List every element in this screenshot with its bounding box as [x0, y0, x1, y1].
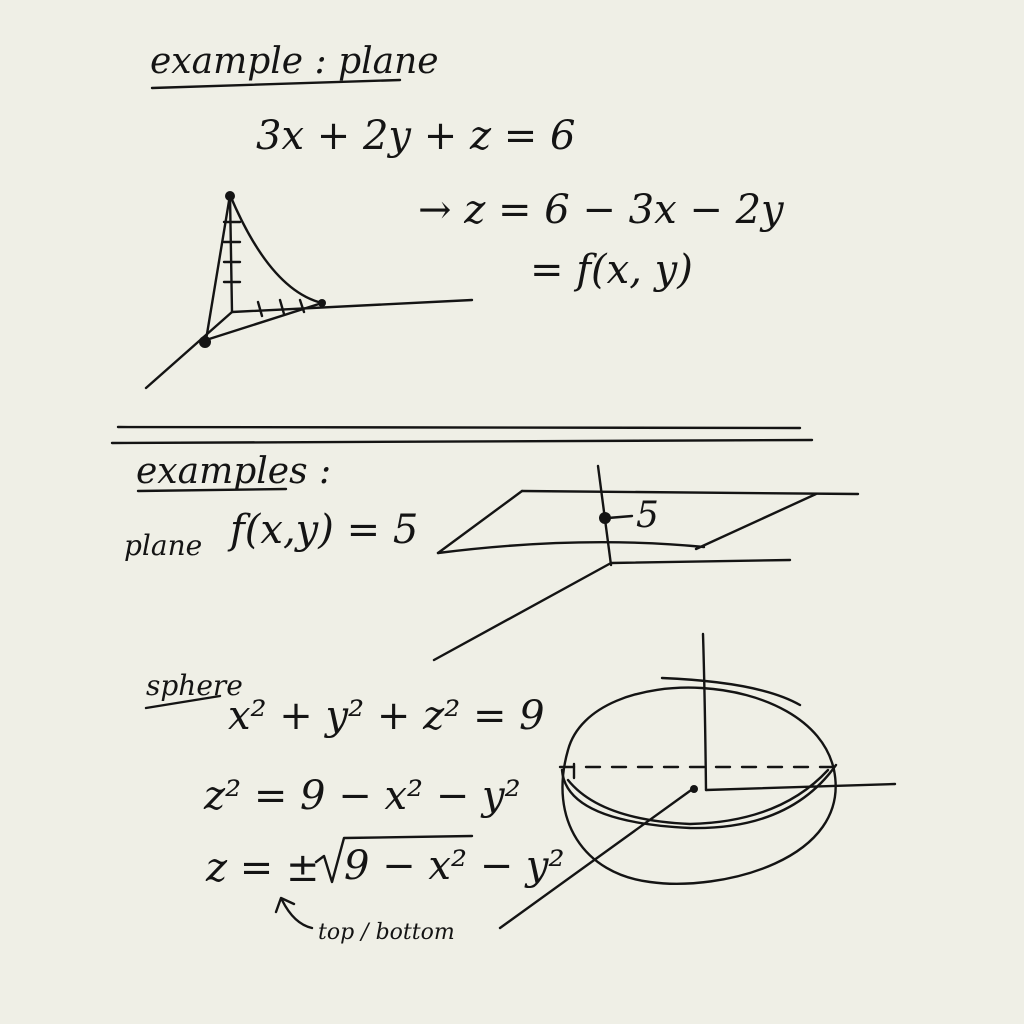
trace-xy	[204, 301, 324, 342]
plane-right-edge	[694, 492, 818, 551]
heading-underline	[150, 78, 402, 90]
z-axis	[228, 193, 234, 314]
x-axis-sphere	[498, 786, 696, 930]
center-point	[690, 785, 698, 793]
examples-underline	[136, 487, 288, 493]
y-ticks	[256, 298, 306, 318]
x-axis	[144, 310, 234, 390]
z-squared-equation: z² = 9 − x² − y²	[204, 773, 521, 819]
height-point	[599, 512, 611, 524]
intercept-plane-sketch	[144, 191, 474, 390]
constant-function: f(x,y) = 5	[230, 507, 419, 553]
function-form: = f(x, y)	[530, 247, 693, 293]
sphere-top-arc	[660, 676, 802, 707]
sphere-equation: x² + y² + z² = 9	[228, 693, 545, 739]
y-axis-sphere	[704, 782, 897, 792]
top-bottom-note: top / bottom	[318, 920, 455, 945]
x-axis-plane	[432, 561, 613, 662]
horizontal-plane-sketch	[432, 464, 860, 662]
y-axis-plane	[609, 558, 792, 565]
plane-left-edge	[436, 489, 524, 555]
section-divider-bottom	[110, 438, 814, 445]
solved-for-z: → z = 6 − 3x − 2y	[418, 187, 784, 233]
z-intercept-point	[225, 191, 235, 201]
height-label: 5	[636, 495, 659, 536]
trace-xz	[204, 193, 232, 342]
z-axis-sphere	[701, 632, 708, 792]
sphere-outline	[561, 686, 837, 885]
sphere-sketch	[498, 632, 897, 930]
sphere-underline	[144, 694, 222, 710]
equator-front-shading	[566, 768, 830, 826]
examples-heading: examples :	[136, 451, 332, 492]
trace-yz	[228, 193, 324, 305]
y-axis	[230, 298, 474, 314]
z-ticks	[222, 220, 242, 284]
plane-label: plane	[124, 529, 203, 562]
y-intercept-point	[318, 299, 326, 307]
plane-front-edge	[436, 541, 706, 555]
section-divider-top	[116, 425, 802, 430]
plane-back-edge	[520, 489, 860, 496]
plane-equation: 3x + 2y + z = 6	[256, 113, 576, 159]
radical-sign	[314, 834, 474, 884]
pm-arrow	[280, 898, 314, 930]
example-plane-heading: example : plane	[150, 41, 439, 82]
z-solution-prefix: z = ±	[206, 845, 320, 891]
height-tick	[606, 514, 634, 520]
pm-arrow-head	[274, 896, 296, 914]
sphere-label: sphere	[146, 669, 243, 702]
x-intercept-point	[199, 336, 211, 348]
equator-front	[560, 763, 838, 830]
z-solution-radicand: 9 − x² − y²	[344, 843, 565, 889]
